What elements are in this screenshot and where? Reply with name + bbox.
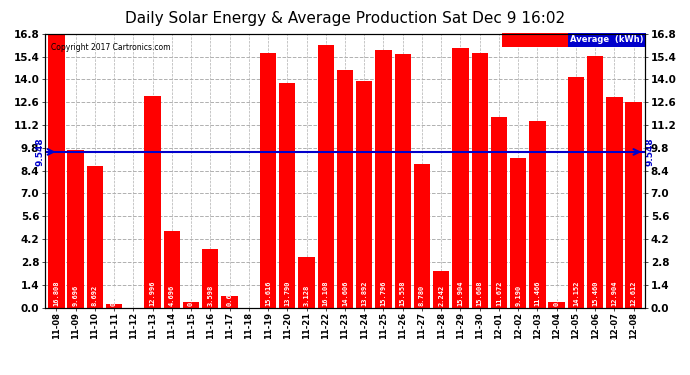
Text: 15.460: 15.460 xyxy=(592,280,598,306)
Text: Daily Solar Energy & Average Production Sat Dec 9 16:02: Daily Solar Energy & Average Production … xyxy=(125,11,565,26)
Bar xyxy=(298,256,315,307)
Bar xyxy=(183,302,199,307)
Bar xyxy=(491,117,507,308)
Bar xyxy=(607,97,622,308)
Text: 14.606: 14.606 xyxy=(342,280,348,306)
Text: 13.790: 13.790 xyxy=(284,280,290,306)
Text: 12.904: 12.904 xyxy=(611,280,618,306)
Text: 15.904: 15.904 xyxy=(457,280,464,306)
Text: 8.780: 8.780 xyxy=(419,284,425,306)
Text: 8.692: 8.692 xyxy=(92,284,98,306)
Text: Daily  (kWh): Daily (kWh) xyxy=(505,35,644,44)
Text: 9.696: 9.696 xyxy=(72,284,79,306)
Bar xyxy=(433,271,449,308)
Bar xyxy=(375,50,392,308)
Bar xyxy=(202,249,219,308)
Bar xyxy=(395,54,411,307)
Text: 15.608: 15.608 xyxy=(477,280,483,306)
Bar xyxy=(279,83,295,308)
Text: 11.672: 11.672 xyxy=(496,280,502,306)
Text: 14.152: 14.152 xyxy=(573,280,579,306)
Text: 15.616: 15.616 xyxy=(265,280,271,306)
Bar xyxy=(587,56,603,308)
Text: 0.188: 0.188 xyxy=(111,284,117,306)
Bar xyxy=(164,231,180,308)
Bar xyxy=(48,34,65,308)
Bar xyxy=(87,166,103,308)
Bar xyxy=(337,69,353,308)
Text: 0.356: 0.356 xyxy=(553,284,560,306)
Bar xyxy=(625,102,642,308)
Text: Copyright 2017 Cartronics.com: Copyright 2017 Cartronics.com xyxy=(51,44,170,52)
Bar xyxy=(549,302,565,307)
Bar xyxy=(471,53,488,307)
Text: 3.128: 3.128 xyxy=(304,284,310,306)
Text: 9.548: 9.548 xyxy=(645,138,654,166)
Text: 12.612: 12.612 xyxy=(631,280,637,306)
Bar xyxy=(221,296,238,307)
Text: 2.242: 2.242 xyxy=(438,284,444,306)
Text: 12.996: 12.996 xyxy=(150,280,156,306)
Bar xyxy=(452,48,469,308)
Bar xyxy=(529,121,546,308)
Text: 0.698: 0.698 xyxy=(226,284,233,306)
Bar xyxy=(260,53,276,307)
Bar xyxy=(106,304,122,307)
Text: 15.558: 15.558 xyxy=(400,280,406,306)
Text: 9.190: 9.190 xyxy=(515,284,521,306)
Text: 16.808: 16.808 xyxy=(53,280,59,306)
Bar xyxy=(568,77,584,308)
Text: 0.344: 0.344 xyxy=(188,284,194,306)
Text: 13.892: 13.892 xyxy=(362,280,367,306)
Bar xyxy=(510,158,526,308)
Bar xyxy=(68,150,83,308)
Text: Average  (kWh): Average (kWh) xyxy=(571,35,644,44)
Text: 4.696: 4.696 xyxy=(169,284,175,306)
Bar xyxy=(317,45,334,308)
Bar xyxy=(356,81,373,308)
Text: 15.796: 15.796 xyxy=(380,280,386,306)
Bar xyxy=(144,96,161,308)
Text: 9.548: 9.548 xyxy=(36,138,45,166)
Text: 11.466: 11.466 xyxy=(534,280,540,306)
Text: 16.108: 16.108 xyxy=(323,280,328,306)
Text: 3.598: 3.598 xyxy=(207,284,213,306)
Bar xyxy=(414,164,430,308)
